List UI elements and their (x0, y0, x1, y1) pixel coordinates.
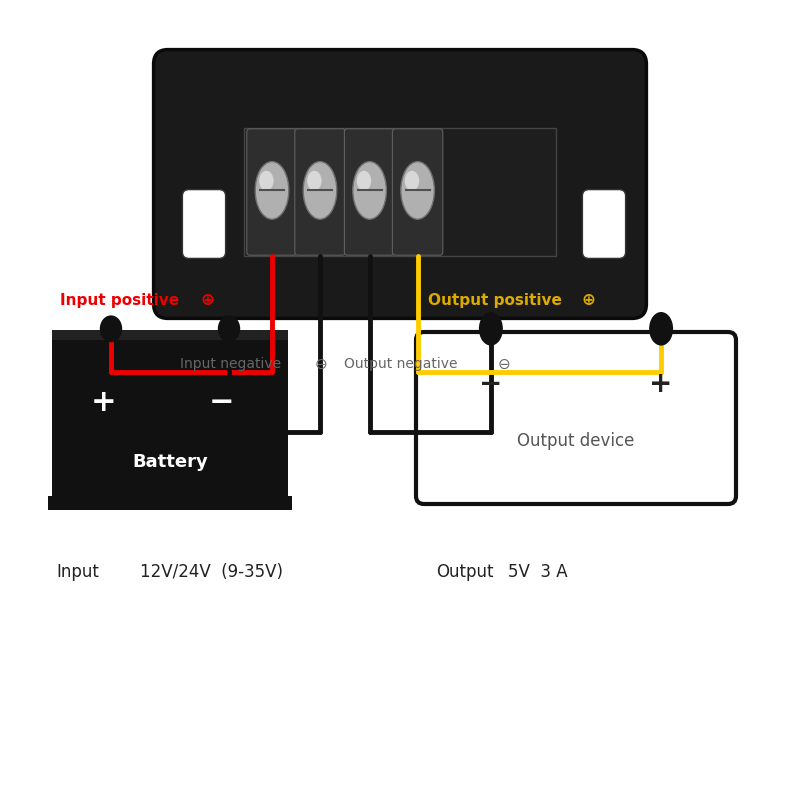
Text: Battery: Battery (132, 453, 208, 470)
Ellipse shape (307, 170, 322, 190)
Bar (48, 496, 292, 510)
Ellipse shape (259, 170, 274, 190)
Text: 12V/24V  (9-35V): 12V/24V (9-35V) (140, 563, 283, 581)
Text: +: + (91, 388, 117, 417)
FancyBboxPatch shape (416, 332, 736, 504)
Text: Output negative: Output negative (344, 357, 458, 371)
Text: −: − (209, 388, 234, 417)
Text: Output device: Output device (518, 432, 634, 450)
Ellipse shape (218, 315, 240, 342)
Ellipse shape (100, 315, 122, 342)
Text: ⊖: ⊖ (498, 357, 510, 371)
FancyBboxPatch shape (182, 190, 226, 258)
Text: ⊕: ⊕ (582, 291, 595, 309)
FancyBboxPatch shape (582, 190, 626, 258)
Text: Input: Input (56, 563, 99, 581)
FancyBboxPatch shape (392, 129, 443, 255)
Ellipse shape (405, 170, 419, 190)
Ellipse shape (649, 312, 673, 346)
FancyBboxPatch shape (344, 129, 395, 255)
Text: −: − (479, 370, 502, 398)
Ellipse shape (479, 312, 503, 346)
Ellipse shape (401, 162, 434, 219)
Bar (52, 330, 288, 348)
Ellipse shape (353, 162, 386, 219)
Text: 5V  3 A: 5V 3 A (508, 563, 568, 581)
FancyBboxPatch shape (294, 129, 346, 255)
Ellipse shape (303, 162, 337, 219)
Text: Input positive: Input positive (60, 293, 184, 307)
FancyBboxPatch shape (246, 129, 298, 255)
Bar (244, 128, 556, 256)
FancyBboxPatch shape (154, 50, 646, 318)
Bar (52, 340, 288, 496)
Text: ⊖: ⊖ (314, 357, 327, 371)
Ellipse shape (357, 170, 371, 190)
Ellipse shape (255, 162, 289, 219)
Text: Input negative: Input negative (180, 357, 286, 371)
Text: ⊕: ⊕ (200, 291, 214, 309)
Text: Output: Output (436, 563, 494, 581)
Text: +: + (650, 370, 673, 398)
Text: Output positive: Output positive (428, 293, 562, 307)
